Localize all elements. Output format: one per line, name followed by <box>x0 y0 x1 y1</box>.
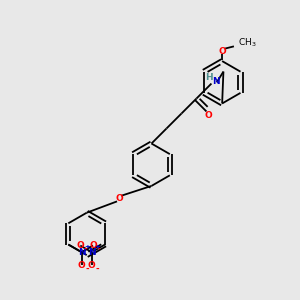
Text: -: - <box>97 244 100 253</box>
Text: O: O <box>204 111 212 120</box>
Text: +: + <box>94 244 100 250</box>
Text: O: O <box>78 261 86 270</box>
Text: O: O <box>76 241 84 250</box>
Text: -: - <box>85 265 89 274</box>
Text: O: O <box>218 46 226 56</box>
Text: H: H <box>205 73 213 82</box>
Text: O: O <box>88 261 96 270</box>
Text: O: O <box>115 194 123 202</box>
Text: N: N <box>88 248 96 257</box>
Text: -: - <box>95 265 99 274</box>
Text: CH$_3$: CH$_3$ <box>238 37 257 49</box>
Text: N: N <box>212 77 219 86</box>
Text: -: - <box>84 244 87 253</box>
Text: +: + <box>84 244 90 250</box>
Text: N: N <box>78 248 86 257</box>
Text: O: O <box>89 241 97 250</box>
